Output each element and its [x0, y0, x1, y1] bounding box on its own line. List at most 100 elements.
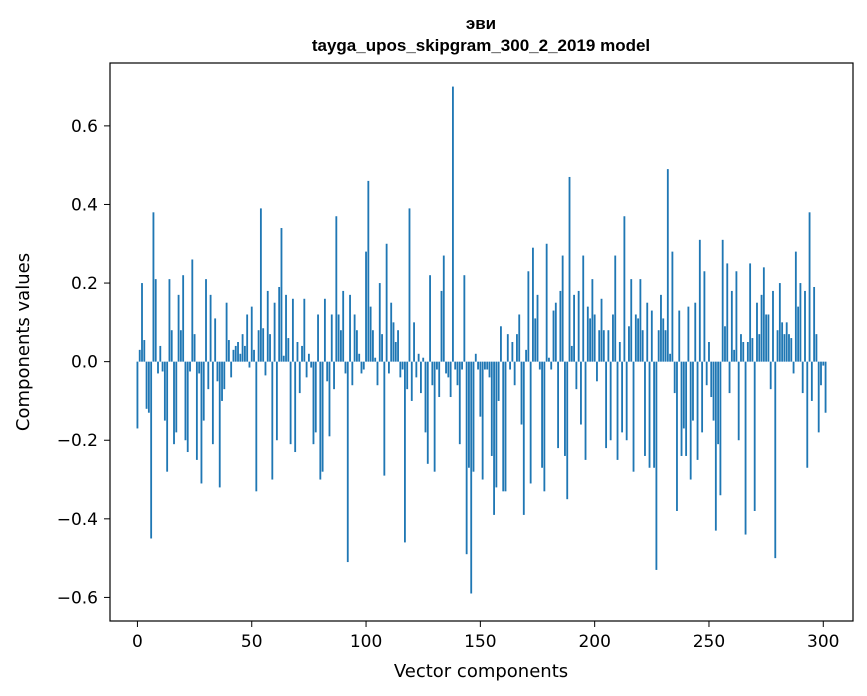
- bar: [259, 208, 262, 362]
- bar: [326, 361, 329, 382]
- bar: [554, 302, 557, 362]
- bar: [820, 361, 822, 386]
- bar: [200, 361, 203, 484]
- bar: [740, 334, 742, 362]
- bar: [532, 247, 534, 362]
- bar: [429, 275, 431, 362]
- bar: [374, 357, 377, 362]
- bar: [182, 275, 185, 362]
- bar: [333, 361, 335, 390]
- bar: [349, 294, 351, 362]
- bar: [772, 290, 774, 362]
- bar: [360, 361, 363, 374]
- bar: [552, 310, 555, 362]
- bar: [742, 342, 745, 362]
- bar: [689, 361, 692, 480]
- bar: [312, 361, 315, 445]
- bar: [275, 361, 278, 441]
- bar: [241, 334, 244, 362]
- bar: [198, 361, 201, 374]
- bar: [509, 361, 511, 370]
- bar: [422, 357, 425, 362]
- bar: [726, 263, 729, 362]
- bar: [159, 345, 162, 362]
- bar: [518, 314, 521, 362]
- bar: [774, 361, 777, 559]
- bar: [307, 353, 310, 362]
- bar: [582, 255, 585, 362]
- bar: [378, 283, 381, 362]
- bar: [504, 361, 507, 492]
- bar: [710, 361, 713, 398]
- bar: [650, 310, 653, 362]
- bar: [525, 349, 527, 362]
- bar: [408, 208, 411, 362]
- bar: [790, 338, 793, 362]
- bar: [639, 279, 642, 362]
- bar: [527, 271, 530, 362]
- bar: [760, 294, 763, 362]
- bar: [362, 361, 365, 370]
- bar: [591, 279, 594, 362]
- bar: [237, 342, 239, 362]
- axes: 0 50 100 150 200 250 300 −0.6 −0.4 −0.2 0.0 0.2 0.4 0…: [57, 62, 854, 652]
- bar: [714, 361, 717, 531]
- bar: [440, 290, 443, 362]
- bar: [472, 361, 475, 472]
- bar: [694, 302, 697, 362]
- bar: [664, 330, 667, 362]
- bar: [321, 361, 324, 472]
- bar: [319, 361, 322, 480]
- bar: [278, 286, 281, 362]
- bar: [152, 212, 155, 362]
- bar: [673, 361, 676, 394]
- bar: [399, 361, 402, 378]
- bar: [609, 361, 612, 441]
- bar: [255, 361, 258, 492]
- bar: [250, 306, 253, 362]
- bar: [424, 361, 427, 433]
- bar: [632, 361, 635, 472]
- bar: [456, 361, 459, 386]
- bar: [822, 361, 825, 366]
- bar: [660, 294, 662, 362]
- bar: [719, 361, 722, 496]
- bar: [676, 361, 678, 511]
- bar: [596, 361, 598, 382]
- bar: [157, 361, 159, 374]
- bar: [426, 361, 429, 464]
- bar: [195, 361, 198, 460]
- bar: [266, 290, 269, 362]
- bar: [799, 283, 802, 362]
- bar: [218, 361, 221, 488]
- bar: [806, 361, 809, 468]
- bar: [214, 318, 217, 362]
- bar: [513, 361, 516, 386]
- bar: [634, 314, 637, 362]
- bar: [783, 334, 786, 362]
- bar: [520, 361, 523, 425]
- bar: [785, 322, 788, 362]
- bar: [653, 361, 656, 468]
- bar: [495, 361, 498, 488]
- y-axis-label: Components values: [13, 253, 34, 431]
- y-tick-label: −0.6: [57, 588, 98, 608]
- bar: [577, 290, 580, 362]
- bar: [756, 302, 758, 362]
- bar: [447, 361, 450, 378]
- bar: [287, 338, 290, 362]
- bar: [813, 286, 816, 362]
- bar: [314, 361, 317, 433]
- bar: [637, 318, 640, 362]
- bar: [415, 361, 418, 378]
- y-tick-label: 0.6: [71, 117, 98, 137]
- bar: [271, 361, 274, 480]
- bar: [616, 361, 619, 460]
- bar: [570, 345, 573, 362]
- bar: [392, 322, 395, 362]
- bar: [625, 361, 628, 441]
- bar: [294, 361, 297, 453]
- bar: [648, 361, 651, 468]
- bar: [248, 361, 251, 368]
